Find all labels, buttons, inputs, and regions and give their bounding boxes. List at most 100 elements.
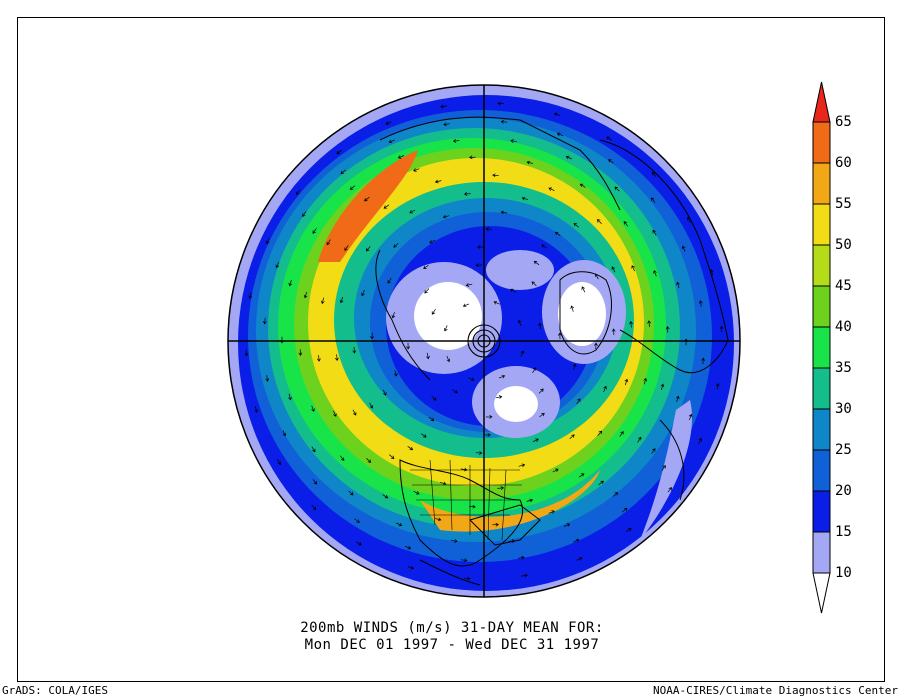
wind-arrow — [517, 319, 522, 327]
wind-arrow — [446, 355, 451, 363]
wind-arrow — [262, 317, 267, 325]
wind-arrow — [369, 402, 374, 409]
wind-arrow — [303, 292, 308, 299]
wind-arrow — [383, 204, 390, 209]
wind-arrow — [556, 132, 564, 137]
wind-arrow — [364, 196, 370, 202]
wind-arrow — [520, 350, 525, 357]
colorbar-segment — [812, 449, 831, 492]
wind-arrow — [435, 517, 442, 522]
wind-arrow — [500, 210, 508, 215]
wind-arrow — [500, 119, 508, 124]
wind-arrow — [326, 239, 331, 246]
wind-arrow — [538, 322, 542, 330]
wind-arrow — [407, 446, 414, 451]
colorbar-segment — [812, 285, 831, 328]
wind-arrow — [653, 270, 657, 277]
wind-arrow — [404, 545, 412, 550]
wind-arrow — [463, 576, 471, 581]
wind-arrow — [651, 171, 657, 178]
wind-arrow — [288, 279, 293, 287]
wind-arrow — [424, 288, 430, 294]
polar-calm-east — [558, 282, 606, 346]
colorbar-label: 35 — [835, 360, 852, 376]
wind-arrow — [622, 507, 628, 513]
wind-arrow — [440, 104, 447, 109]
wind-arrow — [508, 539, 516, 543]
colorbar-label: 50 — [835, 237, 852, 253]
wind-arrow — [532, 367, 537, 373]
colorbar-label: 40 — [835, 319, 852, 335]
wind-arrow — [475, 451, 483, 455]
colorbar-segment — [812, 531, 831, 574]
wind-arrow — [361, 289, 365, 297]
wind-arrow — [596, 219, 602, 225]
colorbar-segment — [812, 121, 831, 164]
wind-arrow — [531, 281, 537, 287]
colorbar-label: 15 — [835, 524, 852, 540]
wind-arrow — [675, 395, 680, 403]
wind-arrow — [469, 504, 476, 509]
wind-arrow — [598, 480, 604, 486]
wind-arrow — [452, 389, 458, 394]
wind-arrow — [420, 433, 427, 438]
wind-arrow — [312, 479, 318, 485]
caption-title: 200mb WINDS (m/s) 31-DAY MEAN FOR: — [300, 620, 604, 636]
wind-arrow — [413, 490, 420, 495]
wind-arrow — [570, 305, 575, 312]
colorbar-segment — [812, 367, 831, 410]
wind-arrow — [336, 149, 342, 155]
colorbar-label: 25 — [835, 442, 852, 458]
wind-arrow — [431, 395, 437, 401]
wind-arrow — [317, 355, 321, 362]
wind-arrow — [676, 281, 680, 289]
wind-arrow — [244, 349, 249, 357]
wind-arrow — [468, 377, 475, 382]
wind-arrow — [340, 169, 346, 175]
wind-arrow — [492, 522, 499, 527]
wind-arrow — [681, 245, 686, 252]
wind-arrow — [355, 541, 362, 546]
jet-core-60 — [318, 150, 418, 262]
wind-arrow — [579, 183, 586, 188]
wind-arrow — [248, 292, 253, 300]
jet-core-atlantic — [420, 470, 600, 532]
wind-arrow — [526, 160, 533, 165]
wind-arrow — [460, 558, 468, 563]
wind-arrow — [443, 325, 448, 332]
wind-arrow — [439, 481, 447, 486]
wind-arrow — [612, 492, 619, 497]
wind-arrow — [370, 332, 374, 340]
wind-arrow — [352, 409, 357, 416]
polar-calm-main — [414, 282, 482, 350]
wind-arrow — [409, 209, 416, 214]
footer-credit-right: NOAA-CIRES/Climate Diagnostics Center — [652, 684, 898, 697]
wind-arrow — [366, 457, 372, 463]
wind-arrow — [333, 410, 337, 417]
wind-arrow — [629, 320, 633, 328]
polar-lobe-north — [486, 250, 554, 290]
polar-calm-south — [494, 386, 538, 422]
wind-arrow — [397, 155, 405, 159]
wind-arrow — [311, 446, 316, 453]
wind-arrow — [637, 436, 642, 443]
wind-arrow — [265, 375, 270, 382]
wind-arrow — [352, 346, 357, 354]
wind-arrow — [282, 430, 287, 437]
wind-arrow — [484, 433, 491, 437]
colorbar-label: 65 — [835, 114, 852, 130]
wind-arrow — [539, 413, 545, 418]
wind-arrow — [603, 385, 607, 393]
wind-arrow — [643, 377, 648, 385]
wind-arrow — [518, 555, 525, 560]
wind-arrow — [442, 214, 450, 219]
wind-arrow — [619, 431, 624, 437]
wind-arrow — [339, 455, 345, 461]
wind-arrow — [388, 139, 395, 144]
wind-arrow — [393, 242, 399, 248]
wind-arrow — [465, 283, 473, 287]
wind-arrow — [661, 465, 666, 471]
wind-arrow — [485, 227, 493, 231]
colorbar-segment — [812, 326, 831, 369]
